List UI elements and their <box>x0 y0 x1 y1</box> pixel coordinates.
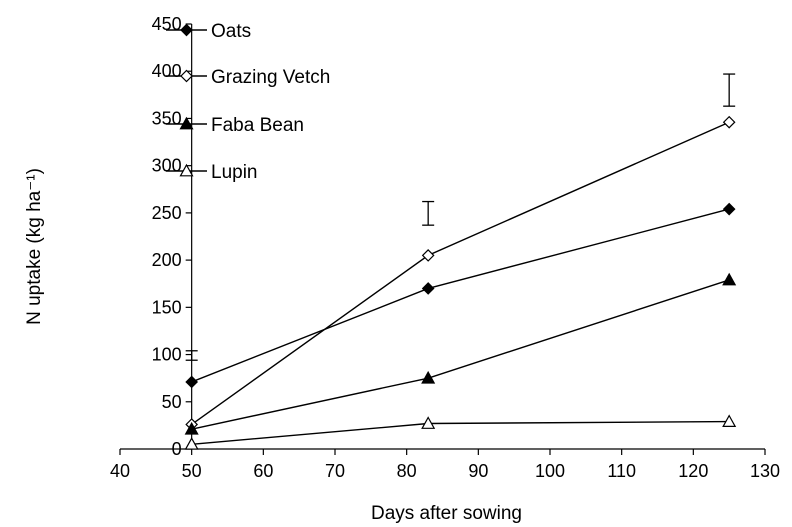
data-point-oats <box>421 282 435 295</box>
data-point-lupin <box>421 416 436 429</box>
data-point-faba-bean <box>421 370 436 384</box>
x-tick-label: 100 <box>535 461 565 481</box>
data-point-lupin <box>184 437 199 450</box>
y-tick-label: 350 <box>152 108 182 128</box>
y-axis-title: N uptake (kg ha⁻¹) <box>24 168 45 325</box>
legend-item-lupin: Lupin <box>166 162 258 183</box>
legend-item-faba-bean: Faba Bean <box>166 115 304 136</box>
y-tick-label: 200 <box>152 250 182 270</box>
data-point-oats <box>185 375 199 389</box>
x-tick-label: 40 <box>110 461 130 481</box>
x-tick-label: 90 <box>468 461 488 481</box>
x-axis-title: Days after sowing <box>371 503 522 524</box>
legend-marker-lupin <box>179 163 194 177</box>
x-tick-label: 50 <box>182 461 202 481</box>
data-point-faba-bean <box>184 421 199 435</box>
legend-marker-grazing-vetch <box>180 69 193 83</box>
data-point-lupin <box>722 414 737 428</box>
series-line-oats <box>191 208 730 383</box>
legend-label-oats: Oats <box>211 21 251 42</box>
y-tick-label: 150 <box>152 297 182 317</box>
error-bar <box>422 200 435 226</box>
y-tick-label: 450 <box>152 14 182 34</box>
legend-marker-oats <box>180 23 193 37</box>
y-tick-label: 250 <box>152 203 182 223</box>
error-bars <box>185 73 736 361</box>
series-grazing-vetch <box>185 115 736 431</box>
x-tick-label: 70 <box>325 461 345 481</box>
y-tick-label: 400 <box>152 61 182 81</box>
legend: Oats Grazing Vetch Faba Bean Lupin <box>166 21 330 183</box>
data-point-oats <box>722 202 736 216</box>
error-bar <box>185 350 198 361</box>
error-bar <box>723 73 736 107</box>
data-point-faba-bean <box>722 272 737 286</box>
y-tick-label: 0 <box>172 439 182 459</box>
x-tick-label: 120 <box>678 461 708 481</box>
legend-label-faba-bean: Faba Bean <box>211 115 304 136</box>
series-lupin <box>184 414 737 450</box>
x-tick-label: 110 <box>607 461 636 481</box>
legend-item-oats: Oats <box>166 21 251 42</box>
data-point-grazing-vetch <box>421 249 435 262</box>
series-line-faba-bean <box>191 279 730 430</box>
y-tick-label: 300 <box>152 156 182 176</box>
x-tick-label: 60 <box>253 461 273 481</box>
legend-label-grazing-vetch: Grazing Vetch <box>211 67 330 88</box>
y-tick-label: 100 <box>152 345 182 365</box>
legend-label-lupin: Lupin <box>211 162 258 183</box>
y-tick-label: 50 <box>162 392 182 412</box>
data-point-grazing-vetch <box>722 115 736 129</box>
legend-item-grazing-vetch: Grazing Vetch <box>166 67 330 88</box>
x-tick-label: 80 <box>397 461 417 481</box>
series-faba-bean <box>184 272 737 435</box>
series-line-grazing-vetch <box>191 121 730 426</box>
series-layer <box>184 115 737 450</box>
series-oats <box>185 202 736 389</box>
legend-marker-faba-bean <box>179 116 194 130</box>
series-line-lupin <box>191 420 730 445</box>
x-tick-label: 130 <box>750 461 780 481</box>
